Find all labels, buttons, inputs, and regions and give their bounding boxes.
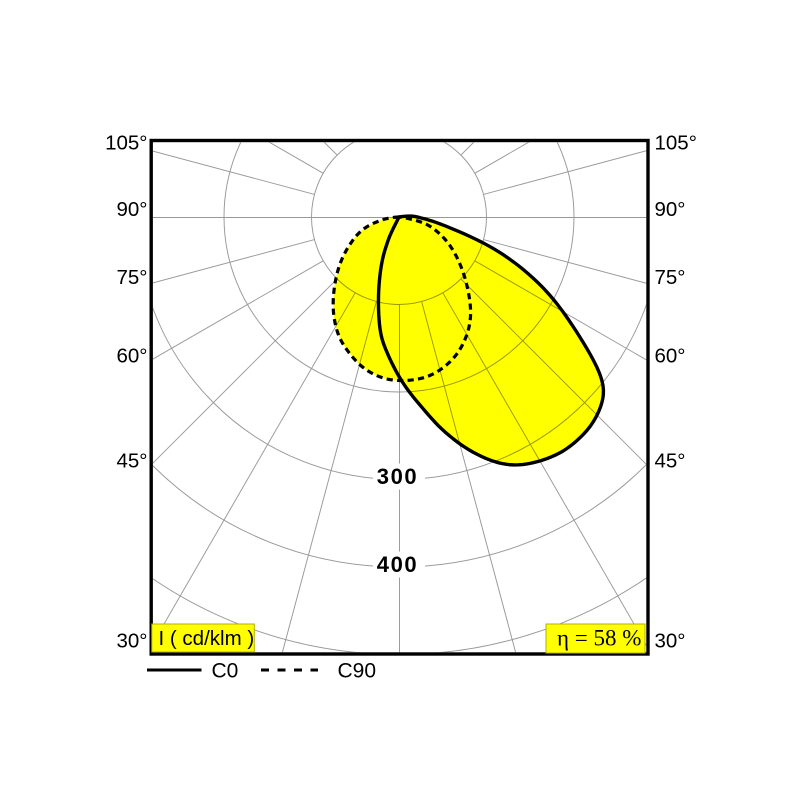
svg-text:75°: 75° [655,266,686,289]
svg-text:45°: 45° [655,450,686,473]
svg-text:30°: 30° [116,630,147,653]
svg-text:75°: 75° [116,266,147,289]
svg-text:105°: 105° [105,132,147,155]
svg-text:105°: 105° [655,132,697,155]
svg-text:90°: 90° [116,198,147,221]
svg-text:300: 300 [377,464,419,489]
svg-text:I ( cd/klm ): I ( cd/klm ) [159,627,255,650]
svg-text:90°: 90° [655,198,686,221]
svg-text:60°: 60° [655,345,686,368]
svg-text:30°: 30° [655,630,686,653]
svg-text:60°: 60° [116,345,147,368]
svg-text:400: 400 [377,552,419,577]
svg-text:45°: 45° [116,450,147,473]
svg-text:η = 58 %: η = 58 % [557,626,641,651]
svg-text:C0: C0 [212,660,239,683]
svg-text:C90: C90 [338,660,377,683]
